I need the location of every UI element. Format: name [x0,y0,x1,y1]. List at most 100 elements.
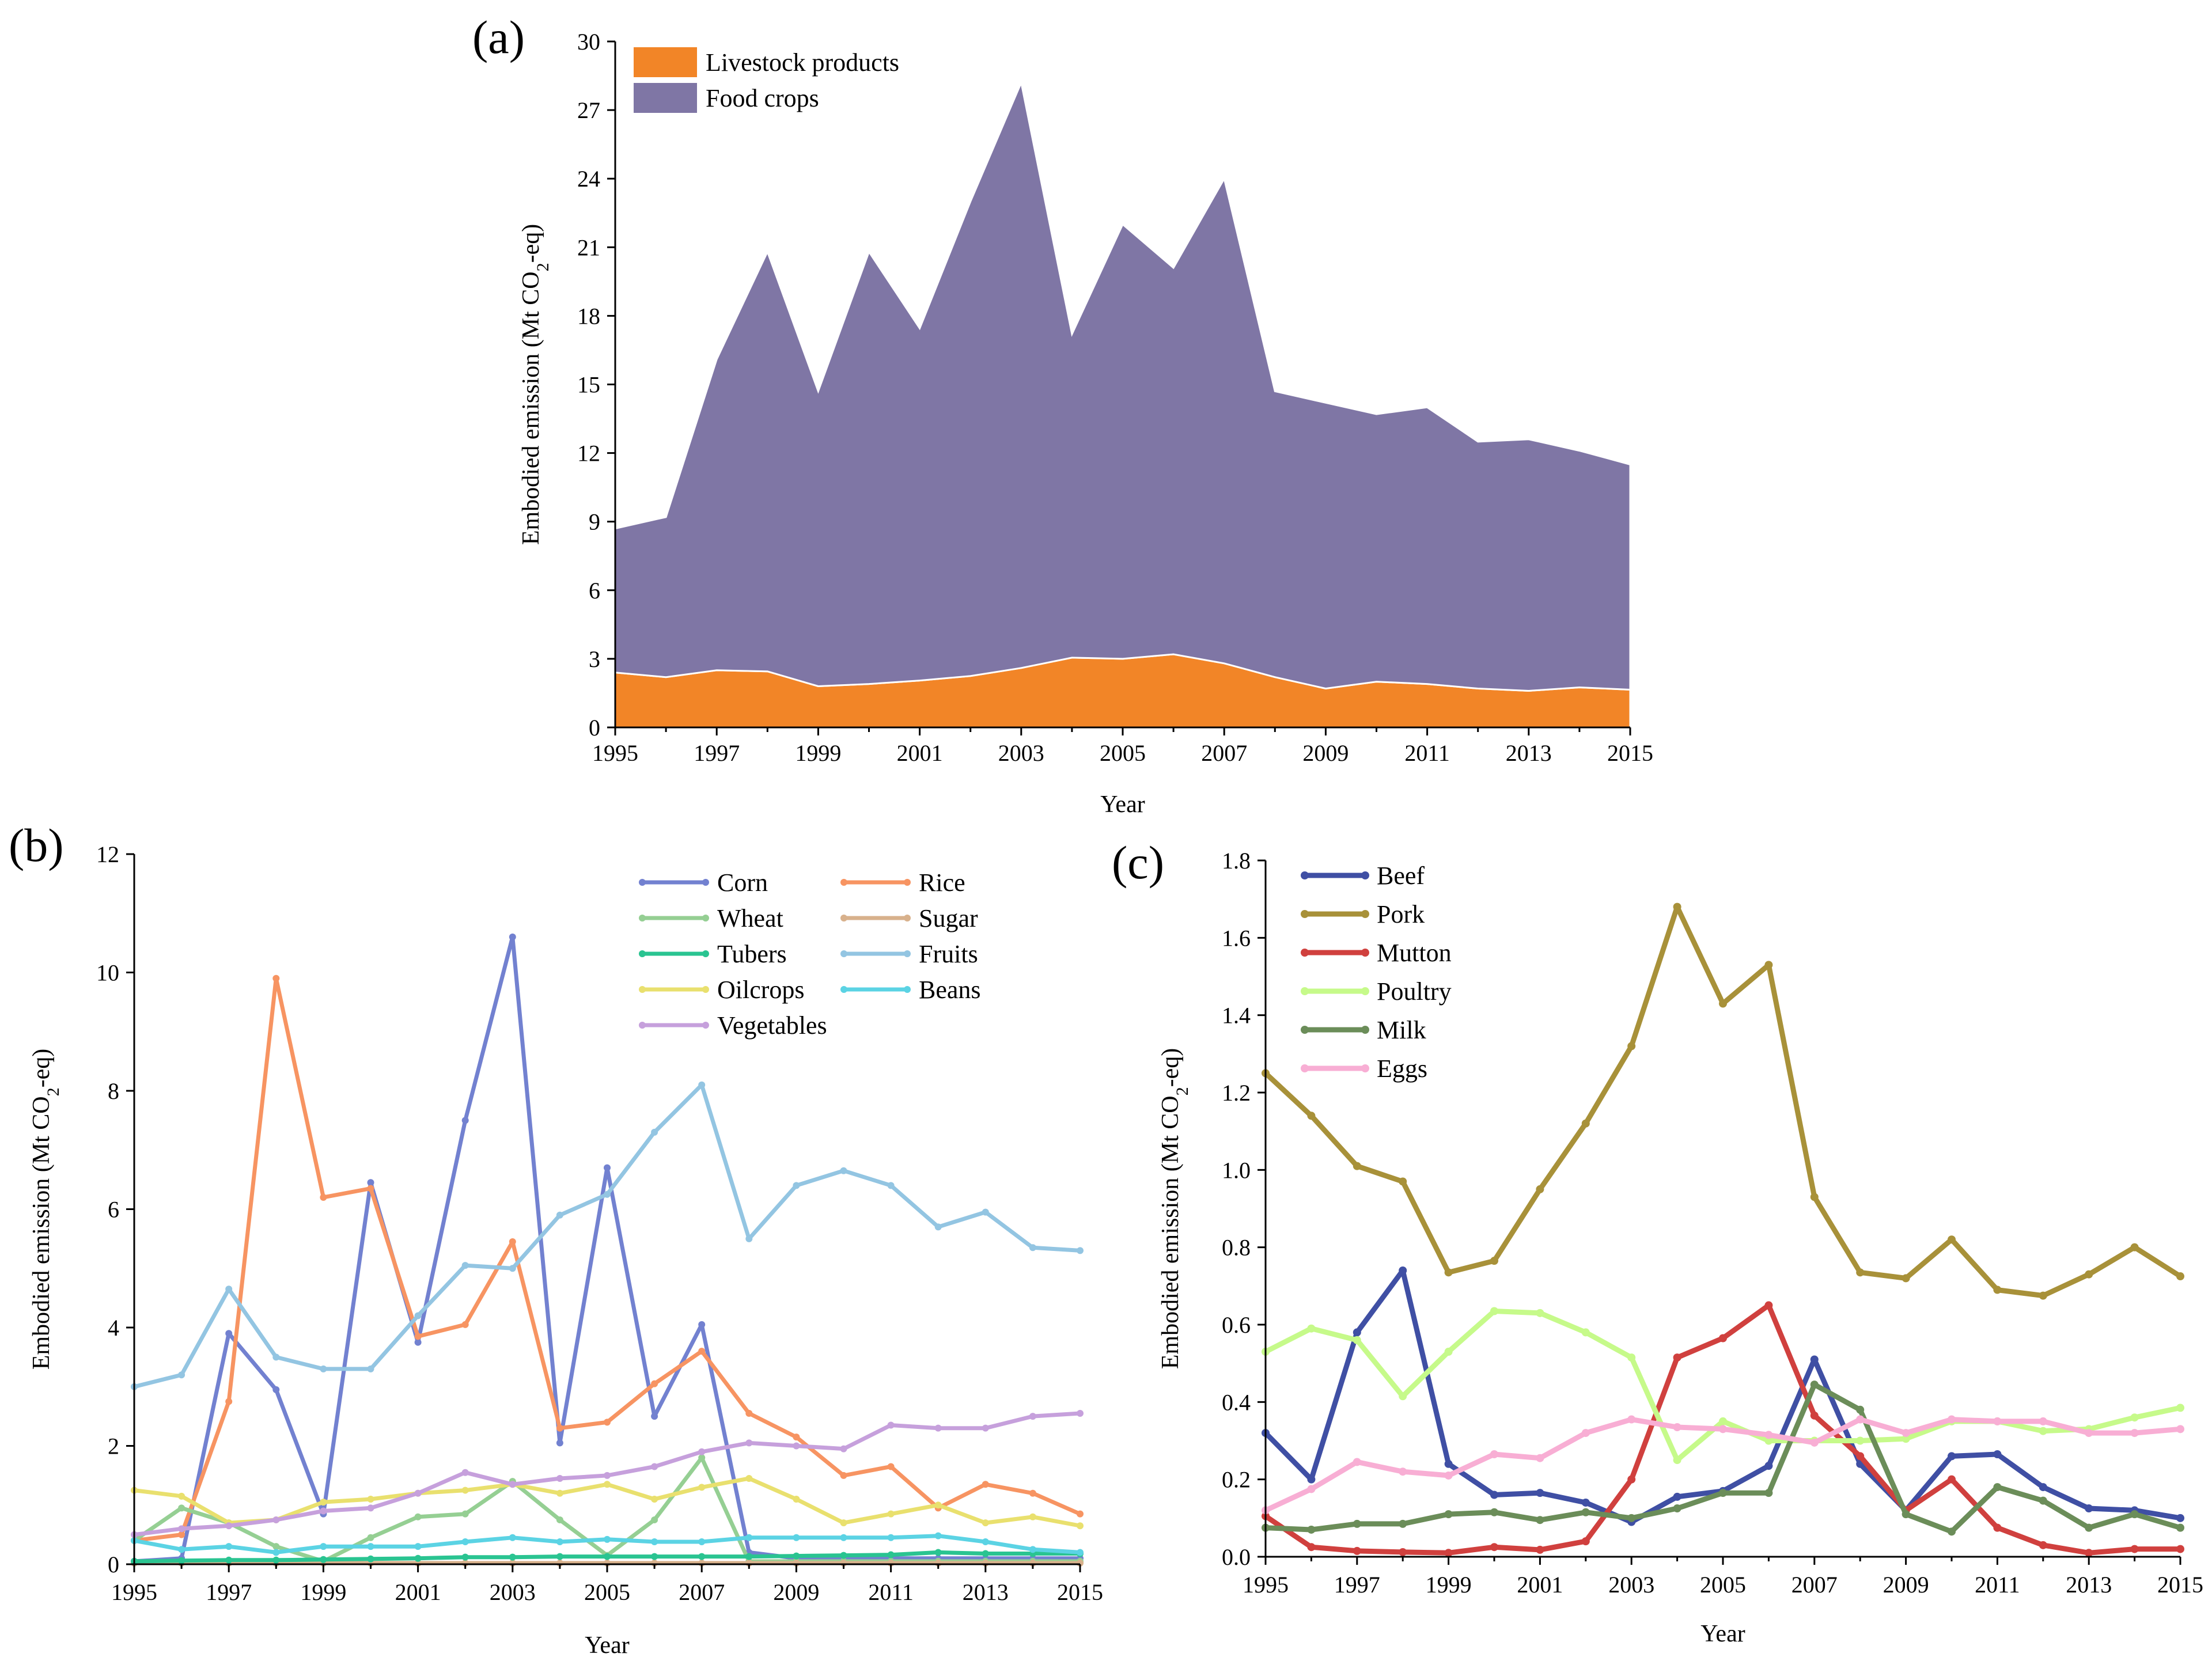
data-point-mutton [2039,1541,2047,1549]
data-point-rice [840,1472,847,1479]
legend-marker-fruits [904,950,911,957]
series-fruits [131,1081,1084,1390]
data-point-poultry [1536,1309,1544,1317]
data-point-vegetables [178,1525,185,1533]
data-point-beef [1399,1266,1407,1275]
panel-c: 0.0 0.2 0.4 0.6 0.8 1.0 1.2 1.4 1.6 1.8 1995 1997 19… [1112,836,2203,1647]
legend-marker-poultry [1301,987,1309,995]
series-beans [131,1532,1084,1556]
legend-marker-vegetables [639,1022,646,1029]
data-point-fruits [225,1285,233,1293]
data-point-pork [1581,1119,1590,1128]
legend-marker-eggs [1361,1064,1369,1072]
data-point-rice [320,1193,327,1201]
data-point-eggs [1399,1467,1407,1476]
data-point-vegetables [698,1448,706,1455]
legend-label: Tubers [717,940,787,968]
legend-marker-poultry [1361,987,1369,995]
data-point-poultry [1627,1353,1636,1362]
data-point-poultry [1764,1436,1773,1445]
x-tick-label: 2009 [773,1579,819,1605]
data-point-fruits [461,1262,469,1269]
data-point-rice [461,1321,469,1328]
legend-label: Fruits [919,940,978,968]
data-point-corn [509,933,516,941]
data-point-poultry [2130,1413,2139,1422]
legend-label: Food crops [706,84,819,112]
data-point-eggs [2039,1417,2047,1425]
data-point-rice [225,1398,233,1405]
data-point-milk [1948,1527,1956,1536]
data-point-vegetables [745,1439,753,1447]
data-point-tubers [982,1550,989,1557]
x-tick-label: 2013 [2066,1572,2112,1598]
legend-marker-mutton [1301,949,1309,957]
data-point-mutton [2085,1549,2093,1557]
data-point-rice [272,974,280,982]
data-point-corn [367,1179,374,1186]
legend-marker-oilcrops [639,986,646,993]
x-tick-label: 2005 [584,1579,630,1605]
data-point-tubers [698,1553,706,1560]
data-point-beans [414,1543,422,1550]
data-point-oilcrops [793,1495,800,1503]
legend-label: Beans [919,976,981,1004]
legend-label: Pork [1377,900,1425,928]
data-point-mutton [1536,1545,1544,1554]
series-pork [1262,902,2184,1300]
data-point-rice [745,1409,753,1417]
data-point-fruits [745,1235,753,1242]
data-point-beef [1764,1462,1773,1470]
data-point-vegetables [414,1489,422,1497]
data-point-pork [1444,1268,1453,1277]
data-point-eggs [2085,1429,2093,1438]
data-point-vegetables [272,1516,280,1523]
legend-marker-beans [904,986,911,993]
data-point-corn [414,1338,422,1346]
x-axis-label: Year [1100,791,1145,818]
data-point-oilcrops [745,1475,753,1482]
data-point-fruits [320,1365,327,1372]
data-point-eggs [1673,1423,1681,1431]
data-point-wheat [272,1543,280,1550]
y-tick-label: 9 [589,509,600,535]
data-point-eggs [1764,1431,1773,1439]
x-tick-label: 2015 [2157,1572,2203,1598]
x-tick-label: 2007 [679,1579,725,1605]
legend-label: Sugar [919,904,978,932]
y-tick-label: 0 [589,715,600,741]
x-tick-label: 1995 [111,1579,157,1605]
data-point-mutton [2176,1545,2184,1553]
data-point-milk [1581,1508,1590,1516]
y-tick-label: 18 [577,303,600,329]
data-point-fruits [934,1223,942,1231]
data-point-pork [1764,961,1773,969]
data-point-beef [2085,1504,2093,1513]
legend-label: Rice [919,869,965,897]
data-point-beef [1490,1491,1498,1499]
y-tick-label: 3 [589,646,600,672]
data-point-eggs [2130,1429,2139,1438]
x-axis-label: Year [585,1632,629,1659]
data-point-rice [698,1348,706,1355]
data-point-pork [1627,1042,1636,1051]
data-point-mutton [1353,1546,1361,1555]
data-point-vegetables [604,1472,611,1479]
data-point-milk [1627,1514,1636,1522]
data-point-fruits [887,1182,895,1189]
x-tick-label: 2009 [1883,1572,1929,1598]
data-point-rice [414,1333,422,1340]
data-point-pork [1673,902,1681,911]
data-point-wheat [367,1534,374,1541]
legend-label: Eggs [1377,1055,1427,1083]
legend-label: Beef [1377,862,1425,890]
data-point-milk [1490,1508,1498,1516]
data-point-beans [604,1535,611,1543]
y-tick-label: 0 [108,1552,119,1577]
data-point-eggs [1627,1415,1636,1424]
data-point-vegetables [225,1522,233,1530]
data-point-oilcrops [982,1519,989,1527]
y-tick-label: 30 [577,29,600,55]
x-axis-label: Year [1700,1621,1745,1647]
